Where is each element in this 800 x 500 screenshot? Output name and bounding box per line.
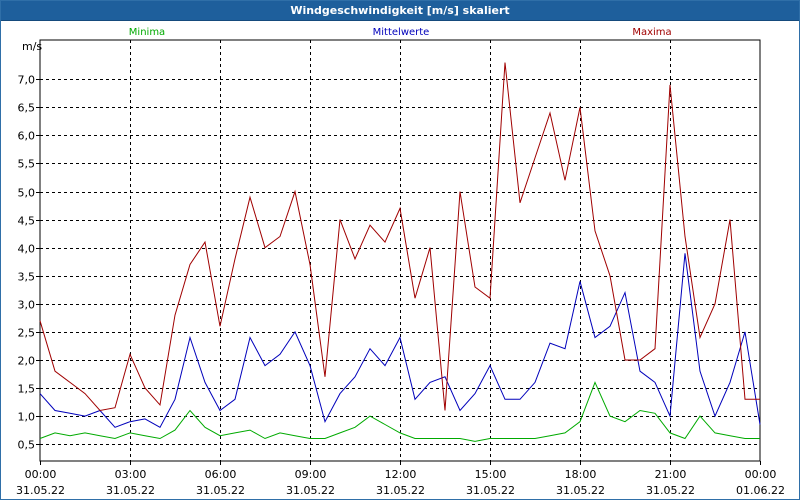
y-tick-label: 2,5 <box>18 327 36 340</box>
y-axis-ticks: 0,5 1,0 1,5 2,0 2,5 3,0 3,5 4,0 4,5 5,0 5,5 6,0 6,5 7… <box>18 74 40 452</box>
x-tick-time-label: 21:00 <box>655 468 687 481</box>
x-tick-date-label: 31.05.22 <box>196 484 245 497</box>
x-tick-time-label: 03:00 <box>115 468 147 481</box>
x-tick-time-label: 18:00 <box>565 468 597 481</box>
y-tick-label: 1,0 <box>18 411 36 424</box>
x-axis-ticks: 00:00 31.05.22 03:00 31.05.22 06:00 31.05.22 0… <box>16 461 785 497</box>
y-tick-label: 6,0 <box>18 130 36 143</box>
x-tick-date-label: 31.05.22 <box>16 484 65 497</box>
legend-maxima: Maxima <box>632 27 671 38</box>
series-line-mittelwerte <box>39 253 761 428</box>
x-tick-time-label: 12:00 <box>385 468 417 481</box>
y-tick-label: 4,5 <box>18 215 36 228</box>
x-tick-time-label: 15:00 <box>475 468 507 481</box>
x-tick-date-label: 31.05.22 <box>376 484 425 497</box>
y-tick-label: 7,0 <box>18 74 36 87</box>
y-tick-label: 4,0 <box>18 243 36 256</box>
series-lines <box>39 62 761 442</box>
y-tick-label: 1,5 <box>18 383 36 396</box>
x-tick-date-label: 31.05.22 <box>106 484 155 497</box>
x-tick-date-label: 31.05.22 <box>286 484 335 497</box>
y-tick-label: 3,5 <box>18 271 36 284</box>
y-tick-label: 5,0 <box>18 187 36 200</box>
x-tick-time-label: 00:00 <box>745 468 777 481</box>
gridlines <box>40 40 760 461</box>
x-tick-time-label: 06:00 <box>205 468 237 481</box>
y-tick-label: 5,5 <box>18 158 36 171</box>
x-tick-date-label: 01.06.22 <box>736 484 785 497</box>
y-tick-label: 6,5 <box>18 102 36 115</box>
series-line-maxima <box>39 62 760 412</box>
y-axis-label: m/s <box>22 40 42 53</box>
y-tick-label: 0,5 <box>18 439 36 452</box>
x-tick-date-label: 31.05.22 <box>556 484 605 497</box>
legend-minima: Minima <box>129 27 165 38</box>
y-tick-label: 2,0 <box>18 355 36 368</box>
x-tick-date-label: 31.05.22 <box>646 484 695 497</box>
series-line-minima <box>39 381 760 442</box>
x-tick-date-label: 31.05.22 <box>466 484 515 497</box>
x-tick-time-label: 09:00 <box>295 468 327 481</box>
chart-title: Windgeschwindigkeit [m/s] skaliert <box>1 1 799 21</box>
y-tick-label: 3,0 <box>18 299 36 312</box>
x-tick-time-label: 00:00 <box>25 468 57 481</box>
legend-mittelwerte: Mittelwerte <box>373 27 430 38</box>
